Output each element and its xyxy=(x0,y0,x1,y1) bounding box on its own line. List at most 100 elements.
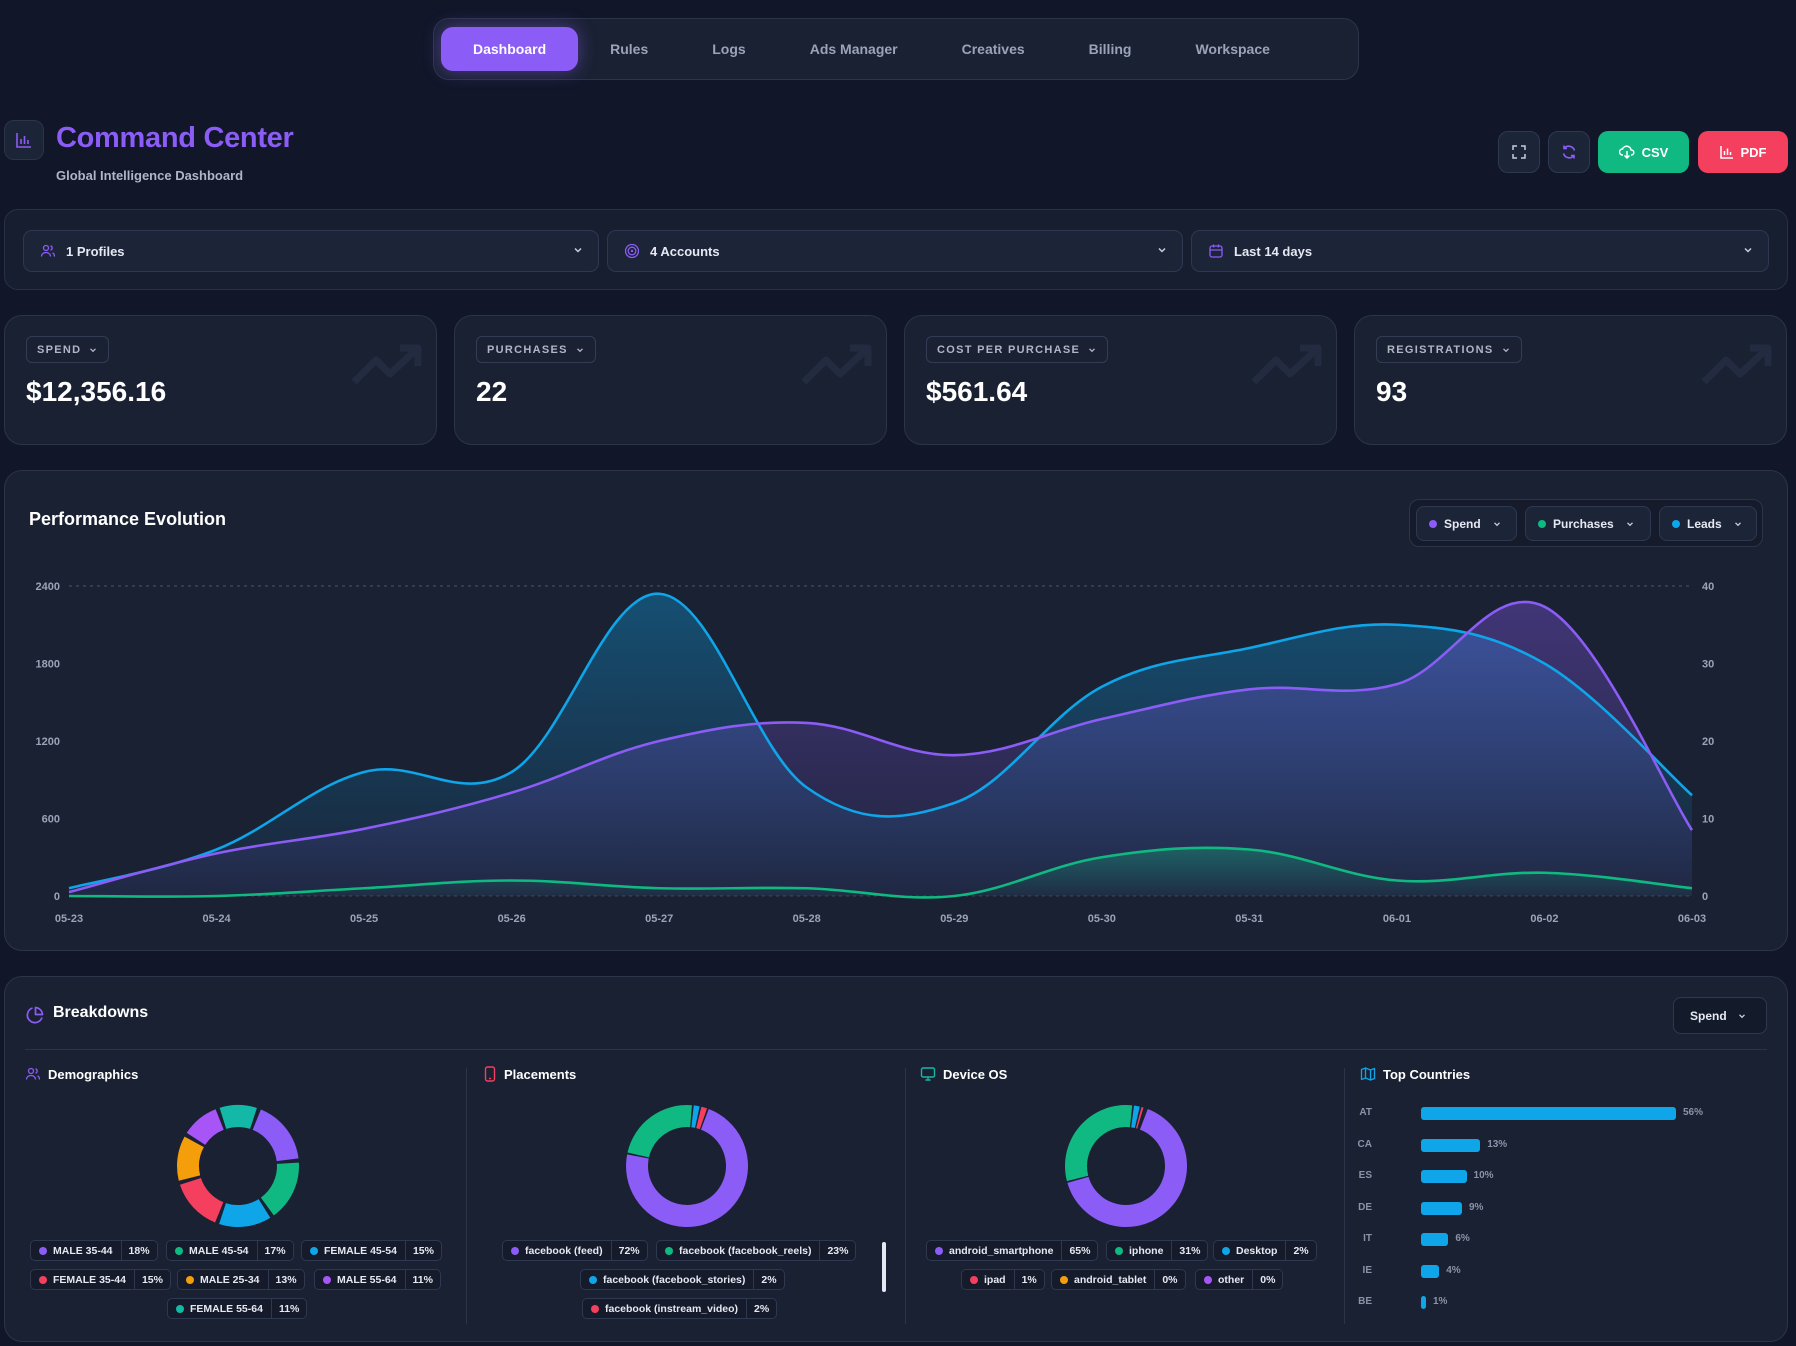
chevron-down-icon xyxy=(1089,347,1096,352)
trend-up-icon xyxy=(351,344,422,385)
donut-slice-iphone[interactable] xyxy=(1065,1105,1133,1182)
y-right-tick-label: 0 xyxy=(1702,891,1708,903)
donut-slice-female-55-64[interactable] xyxy=(219,1105,257,1129)
legend-tag-facebook-instream-video: facebook (instream_video) 2% xyxy=(582,1298,778,1319)
breakdown-metric-select[interactable]: Spend xyxy=(1673,997,1767,1034)
legend-tag-other: other 0% xyxy=(1195,1269,1284,1290)
device-os-header: Device OS xyxy=(920,1066,1007,1082)
country-bar[interactable] xyxy=(1421,1296,1426,1309)
y-left-tick-label: 0 xyxy=(54,891,60,903)
donut-slice-facebook-facebook-reels[interactable] xyxy=(627,1105,692,1158)
x-tick-label: 05-30 xyxy=(1088,913,1116,925)
tab-billing[interactable]: Billing xyxy=(1088,41,1132,57)
divider xyxy=(1344,1068,1345,1324)
legend-pct: 17% xyxy=(256,1241,293,1260)
series-select-purchases[interactable]: Purchases xyxy=(1525,506,1651,541)
kpi-label: PURCHASES xyxy=(487,343,568,356)
series-label: Leads xyxy=(1687,516,1722,531)
monitor-icon xyxy=(920,1067,936,1081)
filter-bar: 1 Profiles 4 Accounts Last 14 days xyxy=(4,209,1788,290)
legend-label: iphone xyxy=(1129,1244,1164,1257)
legend-dot xyxy=(39,1246,47,1255)
y-left-tick-label: 600 xyxy=(42,814,60,826)
export-pdf-button[interactable]: PDF xyxy=(1698,131,1788,173)
legend-label: ipad xyxy=(984,1273,1006,1286)
date-range-select[interactable]: Last 14 days xyxy=(1191,230,1769,272)
country-bar[interactable] xyxy=(1421,1138,1481,1152)
export-csv-button[interactable]: CSV xyxy=(1598,131,1689,173)
profiles-select[interactable]: 1 Profiles xyxy=(23,230,599,272)
country-bar[interactable] xyxy=(1421,1107,1676,1120)
kpi-metric-select[interactable]: SPEND xyxy=(26,336,110,363)
tab-workspace[interactable]: Workspace xyxy=(1195,41,1270,57)
legend-pct: 0% xyxy=(1252,1270,1282,1289)
refresh-icon xyxy=(1562,145,1576,159)
donut-slice-male-45-54[interactable] xyxy=(260,1162,299,1216)
donut-slice-male-25-34[interactable] xyxy=(177,1136,204,1181)
donut-slice-desktop[interactable] xyxy=(1131,1105,1140,1129)
series-select-spend[interactable]: Spend xyxy=(1416,506,1517,541)
legend-dot xyxy=(1672,519,1680,528)
country-bar[interactable] xyxy=(1421,1170,1467,1183)
divider xyxy=(905,1068,906,1324)
legend-label: FEMALE 45-54 xyxy=(324,1244,397,1257)
kpi-value: $561.64 xyxy=(926,376,1028,407)
cloud-download-icon xyxy=(1618,145,1635,159)
donut-slice-male-35-44[interactable] xyxy=(252,1109,299,1162)
x-tick-label: 06-03 xyxy=(1678,913,1706,925)
tab-creatives[interactable]: Creatives xyxy=(961,41,1025,57)
device-os-title: Device OS xyxy=(943,1066,1008,1082)
country-label: DE xyxy=(1358,1201,1372,1213)
legend-pct: 31% xyxy=(1171,1241,1207,1260)
donut-slice-female-45-54[interactable] xyxy=(219,1199,271,1227)
series-select-leads[interactable]: Leads xyxy=(1659,506,1757,541)
donut-slice-android-smartphone[interactable] xyxy=(1067,1109,1187,1227)
country-label: IT xyxy=(1363,1233,1372,1244)
page-title: Command Center xyxy=(56,122,294,154)
country-bar[interactable] xyxy=(1421,1233,1449,1246)
refresh-button[interactable] xyxy=(1548,131,1590,173)
country-bar[interactable] xyxy=(1421,1264,1440,1278)
donut-slice-male-55-64[interactable] xyxy=(186,1109,224,1145)
chevron-down-icon xyxy=(1734,521,1741,526)
series-label: Purchases xyxy=(1553,516,1614,531)
donut-slice-female-35-44[interactable] xyxy=(179,1178,224,1223)
donut-slice-ipad[interactable] xyxy=(1135,1107,1144,1129)
kpi-metric-select[interactable]: COST PER PURCHASE xyxy=(926,336,1109,363)
accounts-select[interactable]: 4 Accounts xyxy=(607,230,1183,272)
fullscreen-button[interactable] xyxy=(1498,131,1540,173)
series-label: Spend xyxy=(1444,516,1481,531)
kpi-metric-select[interactable]: REGISTRATIONS xyxy=(1376,336,1522,363)
kpi-card-spend: SPEND $12,356.16 xyxy=(4,315,437,445)
country-label: IE xyxy=(1362,1264,1372,1276)
kpi-metric-select[interactable]: PURCHASES xyxy=(476,336,596,363)
top-nav: Dashboard Rules Logs Ads Manager Creativ… xyxy=(433,18,1359,80)
bar-chart-icon xyxy=(1719,146,1733,159)
x-tick-label: 05-23 xyxy=(55,913,83,925)
series-line-leads xyxy=(68,592,1693,890)
legend-dot xyxy=(39,1275,47,1284)
tab-logs[interactable]: Logs xyxy=(712,41,746,57)
legend-scrollbar[interactable] xyxy=(882,1242,886,1292)
legend-pct: 1% xyxy=(1013,1270,1044,1289)
trend-up-icon xyxy=(1251,344,1322,385)
legend-tag-android-tablet: android_tablet 0% xyxy=(1051,1269,1186,1290)
tab-rules[interactable]: Rules xyxy=(610,41,649,57)
x-tick-label: 05-25 xyxy=(350,913,378,925)
legend-tag-female-45-54: FEMALE 45-54 15% xyxy=(301,1240,442,1261)
chart-title: Performance Evolution xyxy=(29,509,227,529)
date-range-value: Last 14 days xyxy=(1234,243,1313,259)
donut-slice-facebook-facebook-stories[interactable] xyxy=(691,1105,700,1128)
country-bar[interactable] xyxy=(1421,1201,1462,1215)
demographics-header: Demographics xyxy=(25,1066,138,1082)
legend-pct: 23% xyxy=(819,1241,855,1260)
donut-slice-facebook-feed[interactable] xyxy=(626,1109,748,1227)
legend-dot xyxy=(935,1246,943,1255)
country-label: BE xyxy=(1358,1296,1372,1307)
tab-ads-manager[interactable]: Ads Manager xyxy=(809,41,898,57)
trend-up-icon xyxy=(801,344,872,385)
legend-dot xyxy=(665,1246,673,1255)
tab-dashboard[interactable]: Dashboard xyxy=(441,27,579,71)
donut-slice-facebook-instream-video[interactable] xyxy=(696,1106,708,1130)
legend-dot xyxy=(323,1275,331,1284)
